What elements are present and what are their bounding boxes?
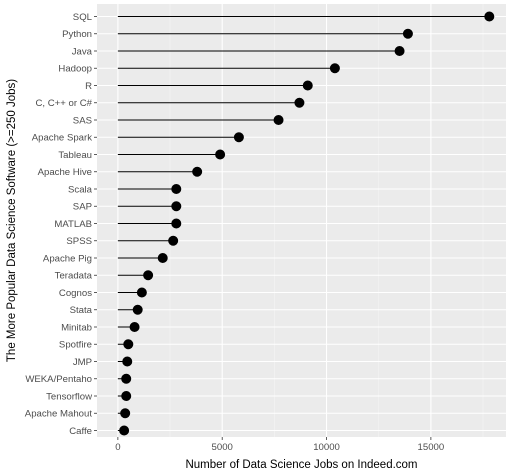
y-tick-label: Apache Spark bbox=[32, 133, 92, 144]
y-tick-label: WEKA/Pentaho bbox=[25, 374, 92, 385]
lollipop-point bbox=[132, 304, 143, 315]
lollipop-point bbox=[484, 11, 495, 22]
lollipop-point bbox=[119, 425, 130, 436]
y-axis-tick-labels: SQL Python Java Hadoop R C, C++ or C# SAS Apach… bbox=[25, 12, 97, 437]
lollipop-point bbox=[143, 270, 154, 281]
lollipop-stems bbox=[117, 16, 490, 431]
y-tick-label: SQL bbox=[73, 12, 93, 23]
lollipop-point bbox=[136, 287, 147, 298]
y-tick-label: Caffe bbox=[69, 426, 92, 437]
lollipop-point bbox=[157, 253, 168, 263]
lollipop-point bbox=[215, 149, 226, 160]
x-tick-label: 5000 bbox=[212, 442, 233, 453]
y-tick-label: Python bbox=[62, 29, 92, 40]
y-tick-label: Apache Mahout bbox=[25, 409, 93, 420]
lollipop-point bbox=[120, 408, 131, 419]
y-tick-label: MATLAB bbox=[54, 219, 92, 230]
plot-panel bbox=[97, 4, 506, 437]
lollipop-point bbox=[121, 391, 132, 401]
lollipop-point bbox=[171, 201, 182, 212]
lollipop-point bbox=[402, 28, 413, 39]
y-tick-label: Hadoop bbox=[58, 64, 92, 75]
lollipop-point bbox=[122, 356, 133, 367]
y-tick-label: Apache Hive bbox=[38, 167, 92, 178]
y-tick-label: Tensorflow bbox=[46, 391, 92, 402]
lollipop-point bbox=[171, 218, 182, 229]
y-tick-label: SPSS bbox=[66, 236, 92, 247]
y-tick-label: Cognos bbox=[59, 288, 92, 299]
y-tick-label: Apache Pig bbox=[43, 253, 92, 264]
x-tick-label: 15000 bbox=[418, 442, 445, 453]
lollipop-point bbox=[192, 166, 203, 177]
lollipop-point bbox=[129, 322, 140, 332]
y-tick-label: Java bbox=[72, 46, 93, 57]
y-axis-title: The More Popular Data Science Software (… bbox=[6, 79, 18, 362]
lollipop-point bbox=[168, 235, 179, 246]
lollipop-point bbox=[233, 132, 244, 143]
y-tick-label: Scala bbox=[68, 184, 93, 195]
y-tick-label: Teradata bbox=[55, 271, 93, 282]
lollipop-point bbox=[294, 97, 305, 108]
lollipop-points bbox=[119, 11, 495, 436]
lollipop-point bbox=[302, 80, 313, 91]
x-tick-label: 0 bbox=[115, 442, 120, 453]
lollipop-point bbox=[273, 115, 284, 125]
y-tick-label: Tableau bbox=[58, 150, 92, 161]
y-tick-label: Minitab bbox=[61, 322, 92, 333]
x-axis-tick-labels: 0 5000 10000 15000 bbox=[115, 437, 444, 453]
y-tick-label: Spotfire bbox=[59, 340, 92, 351]
lollipop-point bbox=[121, 373, 132, 384]
y-tick-label: JMP bbox=[73, 357, 92, 368]
lollipop-point bbox=[394, 46, 405, 56]
y-tick-label: C, C++ or C# bbox=[35, 98, 92, 109]
y-tick-label: SAS bbox=[73, 115, 92, 126]
y-tick-label: SAP bbox=[73, 202, 92, 213]
x-tick-label: 10000 bbox=[313, 442, 340, 453]
y-tick-label: R bbox=[85, 81, 92, 92]
lollipop-point bbox=[329, 63, 340, 74]
lollipop-point bbox=[123, 339, 134, 350]
lollipop-point bbox=[171, 184, 182, 194]
x-axis-title: Number of Data Science Jobs on Indeed.co… bbox=[185, 459, 417, 471]
y-tick-label: Stata bbox=[70, 305, 93, 316]
